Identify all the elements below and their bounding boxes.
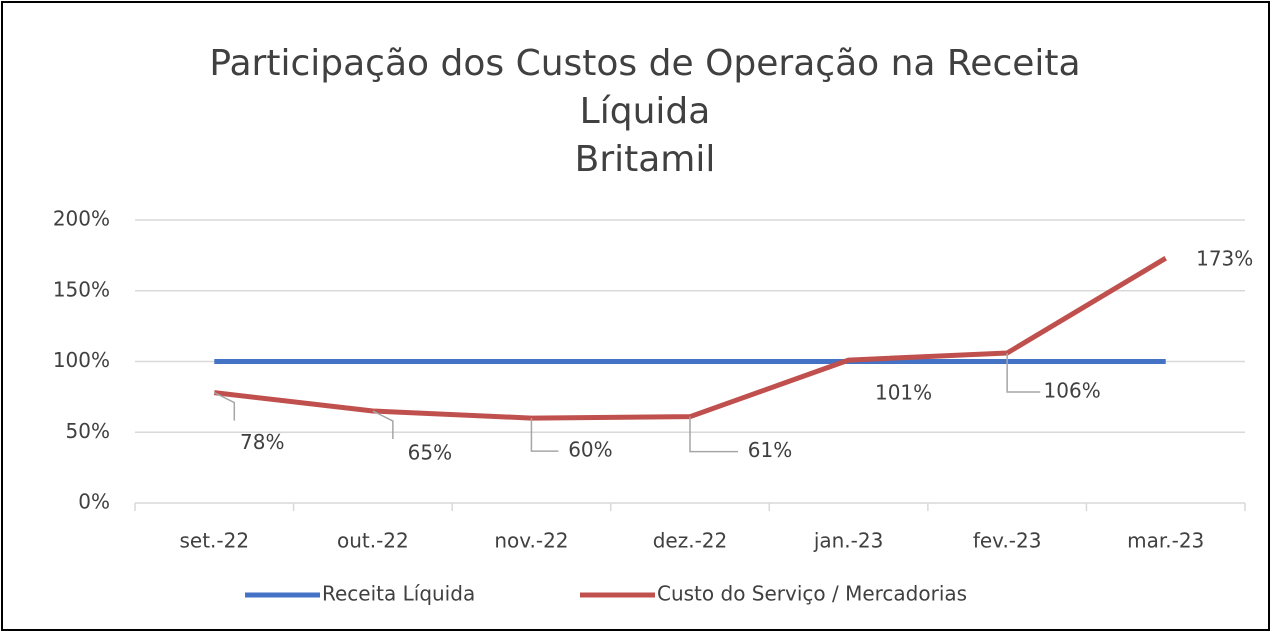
leader-line — [213, 391, 236, 421]
data-label: 60% — [568, 438, 612, 462]
x-tick-label: set.-22 — [179, 529, 249, 553]
y-tick-label: 100% — [53, 348, 110, 372]
x-tick-label: out.-22 — [337, 529, 409, 553]
leader-line — [372, 410, 394, 440]
y-tick-label: 150% — [53, 277, 110, 301]
data-label: 106% — [1044, 379, 1101, 403]
data-label: 78% — [240, 430, 284, 454]
y-tick-label: 200% — [53, 207, 110, 231]
x-tick-label: nov.-22 — [494, 529, 568, 553]
chart-title: Participação dos Custos de Operação na R… — [209, 43, 1081, 132]
data-label: 101% — [875, 381, 932, 405]
y-tick-label: 50% — [66, 419, 110, 443]
x-tick-label: dez.-22 — [653, 529, 728, 553]
y-tick-label: 0% — [78, 490, 110, 514]
x-tick-label: jan.-23 — [813, 529, 884, 553]
data-label: 61% — [748, 438, 792, 462]
title-block: Participação dos Custos de Operação na R… — [120, 40, 1170, 184]
leader-line — [530, 418, 559, 452]
x-tick-label: mar.-23 — [1127, 529, 1204, 553]
leader-line — [1006, 353, 1041, 393]
data-label: 173% — [1196, 247, 1253, 271]
series-line — [213, 256, 1167, 421]
chart-subtitle: Britamil — [574, 139, 716, 180]
leader-line — [689, 416, 738, 453]
x-tick-label: fev.-23 — [973, 529, 1042, 553]
legend-label: Custo do Serviço / Mercadorias — [657, 582, 967, 606]
legend-label: Receita Líquida — [322, 582, 475, 606]
data-label: 65% — [408, 441, 452, 465]
